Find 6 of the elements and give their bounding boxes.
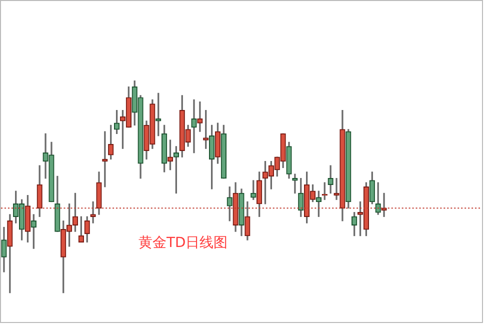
candlestick (90, 201, 96, 224)
candlestick (191, 99, 197, 154)
candlestick (328, 165, 334, 194)
candlestick (292, 174, 298, 194)
candlestick (197, 101, 203, 132)
text: 黄金TD日线图 (138, 235, 228, 252)
